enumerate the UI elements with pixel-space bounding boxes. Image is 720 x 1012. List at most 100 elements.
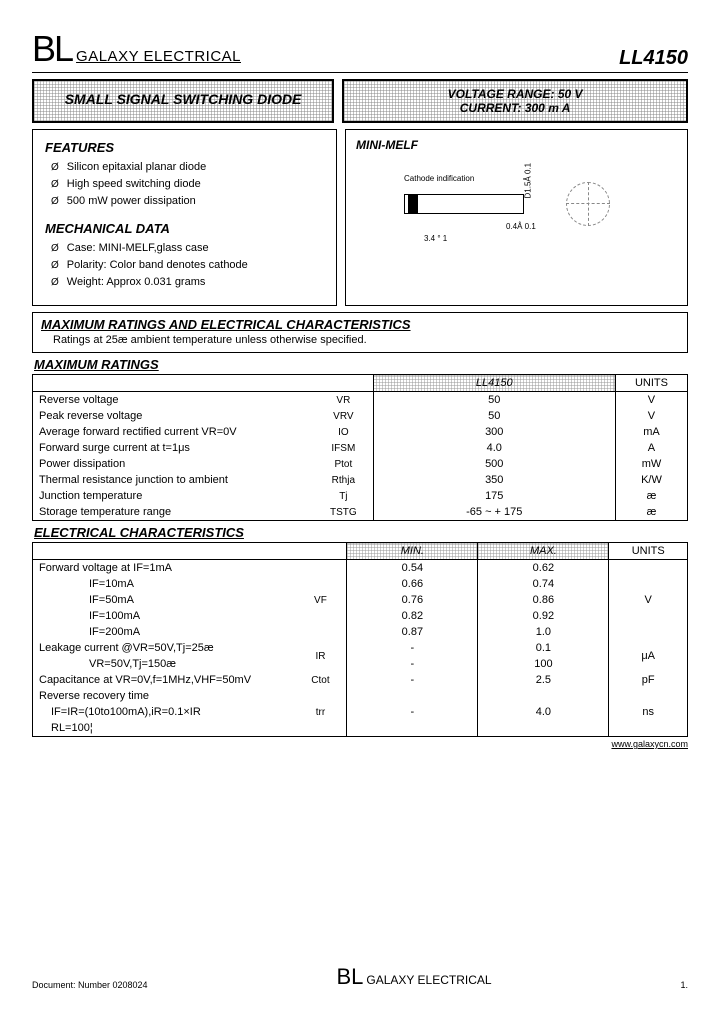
value: 350 [373, 472, 615, 488]
symbol [295, 576, 347, 592]
table-row: IF=100mA 0.820.92 [33, 608, 688, 624]
symbol: VR [314, 392, 373, 409]
symbol: TSTG [314, 504, 373, 521]
page-header: BL GALAXY ELECTRICAL LL4150 [32, 28, 688, 73]
product-title: SMALL SIGNAL SWITCHING DIODE [38, 91, 328, 107]
table-row: Reverse voltageVR50V [33, 392, 688, 409]
value: 50 [373, 408, 615, 424]
features-list: Silicon epitaxial planar diode High spee… [45, 161, 324, 207]
param: Storage temperature range [33, 504, 315, 521]
unit: mA [615, 424, 687, 440]
part-number: LL4150 [619, 47, 688, 70]
col-units: UNITS [609, 543, 688, 560]
brand-name: GALAXY ELECTRICAL [76, 48, 241, 65]
ratings-section-title: MAXIMUM RATINGS AND ELECTRICAL CHARACTER… [41, 317, 679, 332]
page-footer: Document: Number 0208024 BL GALAXY ELECT… [32, 964, 688, 990]
unit: ns [609, 688, 688, 737]
dim-band: 0.4Å 0.1 [506, 222, 536, 231]
package-diagram: Cathode indification 3.4 ° 1 0.4Å 0.1 D1… [376, 170, 677, 290]
param: VR=50V,Tj=150æ [33, 656, 295, 672]
unit: V [615, 392, 687, 409]
dim-length: 3.4 ° 1 [424, 234, 447, 243]
param: Capacitance at VR=0V,f=1MHz,VHF=50mV [33, 672, 295, 688]
footer-brand-prefix: BL [336, 964, 363, 990]
package-title: MINI-MELF [356, 138, 677, 152]
spec-current: CURRENT: 300 m A [348, 101, 682, 115]
feature-item: Silicon epitaxial planar diode [51, 161, 324, 173]
max: 1.0 [478, 624, 609, 640]
value: 4.0 [373, 440, 615, 456]
symbol: IFSM [314, 440, 373, 456]
max: 0.74 [478, 576, 609, 592]
unit: V [609, 592, 688, 608]
param: Reverse recovery time [33, 688, 295, 704]
value: 500 [373, 456, 615, 472]
table-header-row: LL4150 UNITS [33, 375, 688, 392]
table-row: Thermal resistance junction to ambientRt… [33, 472, 688, 488]
value: 300 [373, 424, 615, 440]
spec-box: VOLTAGE RANGE: 50 V CURRENT: 300 m A [342, 79, 688, 123]
param: RL=100¦ [33, 720, 295, 737]
symbol: Ptot [314, 456, 373, 472]
elec-title: ELECTRICAL CHARACTERISTICS [34, 525, 688, 540]
param: Thermal resistance junction to ambient [33, 472, 315, 488]
max: 0.1 [478, 640, 609, 656]
table-row: Forward voltage at IF=1mA0.540.62 [33, 560, 688, 577]
max: 4.0 [478, 688, 609, 737]
ratings-section-subtitle: Ratings at 25æ ambient temperature unles… [53, 334, 679, 346]
min: - [347, 672, 478, 688]
col-min: MIN. [347, 543, 478, 560]
max-ratings-title: MAXIMUM RATINGS [34, 357, 688, 372]
value: 50 [373, 392, 615, 409]
table-row: Average forward rectified current VR=0VI… [33, 424, 688, 440]
dim-diameter: D1.5Å 0.1 [524, 163, 533, 199]
max: 0.86 [478, 592, 609, 608]
table-row: Capacitance at VR=0V,f=1MHz,VHF=50mVCtot… [33, 672, 688, 688]
max: 0.92 [478, 608, 609, 624]
mechanical-list: Case: MINI-MELF,glass case Polarity: Col… [45, 242, 324, 288]
min: 0.66 [347, 576, 478, 592]
unit: æ [615, 488, 687, 504]
min: 0.76 [347, 592, 478, 608]
col-max: MAX. [478, 543, 609, 560]
unit: V [615, 408, 687, 424]
cathode-label: Cathode indification [404, 174, 474, 183]
col-units: UNITS [615, 375, 687, 392]
unit [609, 560, 688, 577]
param: Power dissipation [33, 456, 315, 472]
mechanical-heading: MECHANICAL DATA [45, 221, 324, 236]
param: Reverse voltage [33, 392, 315, 409]
footer-brand: BL GALAXY ELECTRICAL [336, 964, 491, 990]
features-box: FEATURES Silicon epitaxial planar diode … [32, 129, 337, 306]
min: 0.82 [347, 608, 478, 624]
footer-brand-name: GALAXY ELECTRICAL [366, 973, 491, 987]
max: 2.5 [478, 672, 609, 688]
unit [609, 624, 688, 640]
param: Peak reverse voltage [33, 408, 315, 424]
param: IF=IR=(10to100mA),iR=0.1×IR [33, 704, 295, 720]
symbol: Rthja [314, 472, 373, 488]
max: 100 [478, 656, 609, 672]
table-row: Leakage current @VR=50V,Tj=25æIR-0.1μA [33, 640, 688, 656]
unit: μA [609, 640, 688, 672]
table-row: IF=50mAVF0.760.86V [33, 592, 688, 608]
unit [609, 608, 688, 624]
symbol: Tj [314, 488, 373, 504]
cathode-band-icon [408, 194, 418, 214]
value: -65 ~ + 175 [373, 504, 615, 521]
table-row: Junction temperatureTj175æ [33, 488, 688, 504]
feature-item: 500 mW power dissipation [51, 195, 324, 207]
min: 0.87 [347, 624, 478, 640]
symbol: VRV [314, 408, 373, 424]
feature-item: High speed switching diode [51, 178, 324, 190]
param: IF=50mA [33, 592, 295, 608]
mechanical-item: Weight: Approx 0.031 grams [51, 276, 324, 288]
param: IF=200mA [33, 624, 295, 640]
min: - [347, 688, 478, 737]
unit: æ [615, 504, 687, 521]
min: - [347, 640, 478, 656]
min: 0.54 [347, 560, 478, 577]
unit: K/W [615, 472, 687, 488]
param: IF=100mA [33, 608, 295, 624]
table-row: IF=10mA0.660.74 [33, 576, 688, 592]
